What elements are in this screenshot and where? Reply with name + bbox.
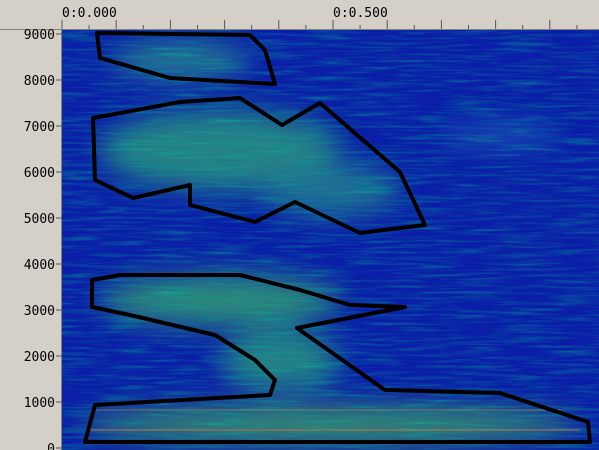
time-label: 0:0.500 <box>333 6 388 21</box>
frequency-label: 8000 <box>24 74 55 89</box>
frequency-label: 7000 <box>24 120 55 135</box>
frequency-label: 6000 <box>24 166 55 181</box>
frequency-ruler: 9000 8000 7000 6000 5000 4000 3000 2000 1000 0 <box>24 28 62 450</box>
spectrogram <box>62 30 599 450</box>
frequency-label: 0 <box>47 442 55 450</box>
frequency-label: 5000 <box>24 212 55 227</box>
frequency-label: 3000 <box>24 304 55 319</box>
time-label: 0:0.000 <box>62 6 117 21</box>
page: 0:0.000 0:0.500 9000 8000 7000 6000 5000 4000… <box>0 0 599 450</box>
frequency-label: 1000 <box>24 396 55 411</box>
frequency-label: 9000 <box>24 28 55 43</box>
frequency-label: 4000 <box>24 258 55 273</box>
spectrogram-view: 0:0.000 0:0.500 9000 8000 7000 6000 5000 4000… <box>0 0 599 450</box>
noise <box>62 30 599 450</box>
frequency-label: 2000 <box>24 350 55 365</box>
